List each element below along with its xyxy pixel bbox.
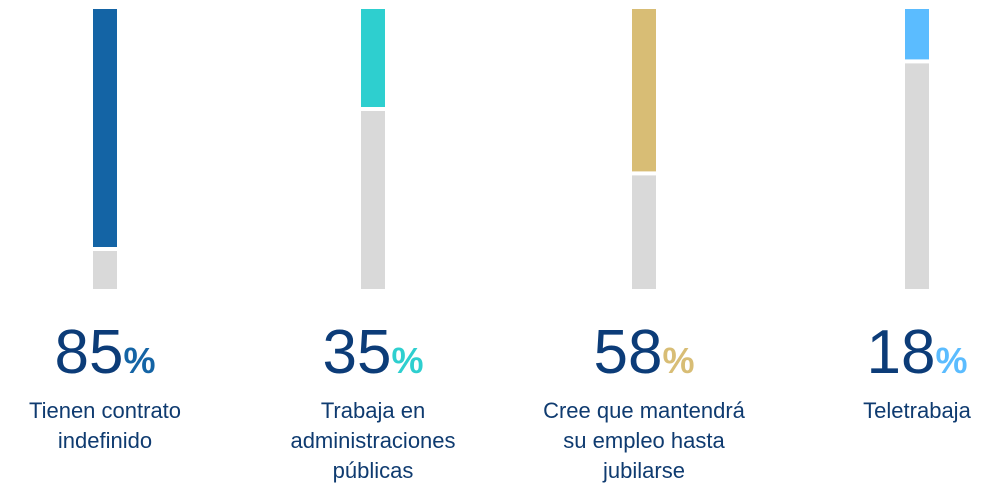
bar [361,9,385,107]
value-number: 35 [323,318,392,387]
bar-remainder [93,251,117,289]
value-label: 85% [55,318,156,387]
value-label: 35% [323,318,424,387]
value-unit: % [123,340,155,381]
category-label: su empleo hasta [563,428,725,453]
value-number: 18 [867,318,936,387]
category-label: jubilarse [602,458,685,483]
value-unit: % [935,340,967,381]
value-unit: % [662,340,694,381]
category-label: administraciones [290,428,455,453]
category-label: Tienen contrato [29,398,181,423]
bar-remainder [632,175,656,289]
bar [632,9,656,172]
bar-remainder [361,111,385,289]
category-label: Teletrabaja [863,398,971,423]
category-label: indefinido [58,428,152,453]
bar [905,9,929,60]
value-unit: % [391,340,423,381]
category-label: públicas [333,458,414,483]
category-label: Cree que mantendrá [543,398,746,423]
bar [93,9,117,247]
bar-remainder [905,63,929,290]
value-number: 85 [55,318,124,387]
value-label: 58% [594,318,695,387]
category-label: Trabaja en [321,398,425,423]
value-number: 58 [594,318,663,387]
value-label: 18% [867,318,968,387]
